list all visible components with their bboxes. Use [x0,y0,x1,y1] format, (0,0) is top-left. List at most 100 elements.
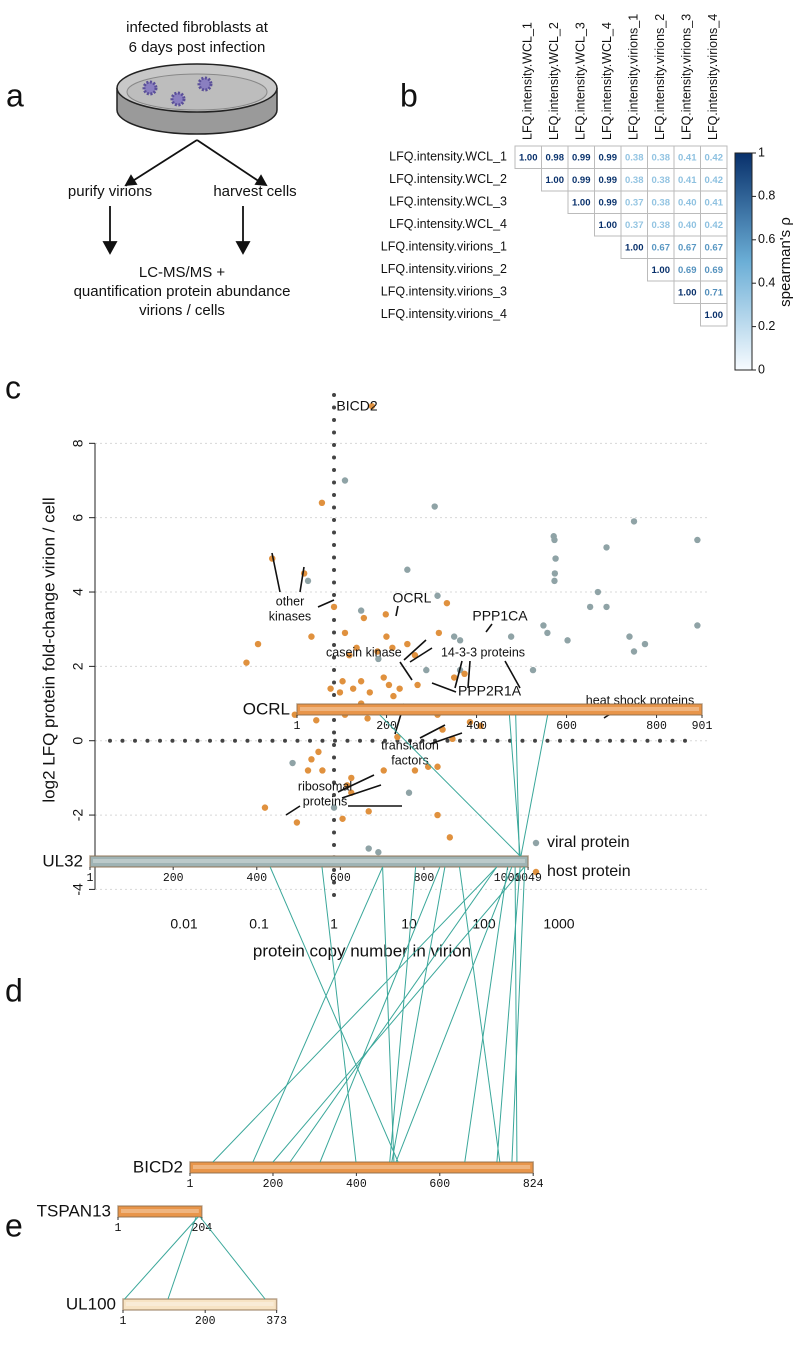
protein-bar-highlight [300,707,699,711]
y-tick-label: -4 [70,883,86,896]
cell-label: 1.00 [519,152,538,163]
data-point [368,402,376,410]
column-label: LFQ.intensity.WCL_2 [547,22,561,140]
data-point [414,681,421,689]
cell-label: 0.41 [705,197,724,208]
legend-marker [532,868,540,876]
colorbar-tick-label: 0.6 [758,232,775,246]
virus-icon [197,76,213,92]
data-point [341,629,349,637]
row-label: LFQ.intensity.WCL_2 [389,172,507,186]
annotation-leader [403,639,427,661]
data-point [390,692,397,700]
data-point [364,715,371,722]
annotation-leader [485,623,493,633]
data-point [396,685,403,692]
y-axis-label: log2 LFQ protein fold-change virion / ce… [39,497,58,802]
cell-label: 1.00 [599,220,618,231]
colorbar-tick-label: 1 [758,145,765,159]
cell-label: 0.38 [625,152,644,163]
heatmap-cell [700,303,728,327]
data-point [394,733,401,741]
data-point [694,622,701,629]
arrow-head [235,241,251,255]
crosslink [496,866,521,1163]
residue-tick-label: 1 [187,1178,194,1191]
data-point [552,555,559,562]
data-point [434,811,441,819]
column-label: LFQ.intensity.virions_2 [653,14,667,140]
data-point [603,603,610,611]
protein-bar-highlight [93,859,526,863]
residue-tick-label: 1 [115,1222,122,1235]
cell-label: 0.67 [652,242,671,253]
residue-tick-label: 400 [466,720,487,733]
data-point [366,689,374,696]
annotation: PPP2R1A [458,683,522,699]
annotation-leader [399,661,413,681]
annotation-leader [409,647,433,663]
data-point [318,499,326,507]
annotation: PPP1CA [472,608,528,624]
virus-icon [170,91,186,107]
residue-tick-label: 400 [246,872,267,885]
cell-label: 0.42 [705,152,724,163]
annotation-leader [395,605,399,617]
protein-bar [189,1161,534,1174]
arrow-head [102,241,118,255]
data-point [389,644,396,651]
residue-tick-label: 200 [163,872,184,885]
residue-tick-label: 600 [429,1178,450,1191]
data-point [641,640,649,648]
data-point [336,689,344,696]
annotation: BICD2 [336,398,377,414]
data-point [319,767,326,774]
colorbar [734,152,753,371]
row-label: LFQ.intensity.virions_1 [381,240,507,254]
cell-label: 0.41 [678,152,697,163]
cell-label: 0.98 [546,152,565,163]
data-point [411,767,419,774]
residue-tick-label: 200 [376,720,397,733]
data-point [327,685,334,692]
protein-bar [89,855,529,868]
data-point [586,603,594,611]
step-text: purify virions [68,183,152,200]
crosslink [212,866,498,1163]
panel-label: d [5,972,23,1008]
crosslink [459,866,501,1163]
data-point [529,666,537,674]
data-point [348,774,355,782]
protein-bar [296,703,703,716]
cell-label: 0.40 [678,197,697,208]
annotation-leader [299,566,305,593]
data-point [382,611,389,618]
panel-label: a [6,77,24,113]
data-point [603,544,610,551]
data-point [540,622,547,629]
residue-tick-label: 1 [294,720,301,733]
x-tick-label: 1000 [543,916,574,932]
cell-label: 0.37 [625,197,644,208]
colorbar-label: spearman's ρ [777,217,794,307]
data-point [443,599,451,607]
data-point [315,748,322,756]
crosslink [511,866,526,1163]
cell-label: 0.42 [705,175,724,186]
column-label: LFQ.intensity.WCL_3 [574,22,588,140]
arrow [196,139,261,183]
crosslink [321,866,357,1163]
protein-bar-highlight [126,1302,274,1306]
data-point [243,659,250,666]
crosslink [389,866,417,1163]
y-tick-label: 6 [70,514,86,522]
data-point [551,536,558,544]
data-point [405,789,413,796]
crosslink [167,1216,197,1300]
cell-label: 1.00 [705,310,724,321]
cell-label: 0.38 [625,175,644,186]
x-tick-label: 10 [401,916,417,932]
data-point [339,678,346,685]
annotation: kinases [269,609,311,623]
annotation-leader [429,732,463,745]
